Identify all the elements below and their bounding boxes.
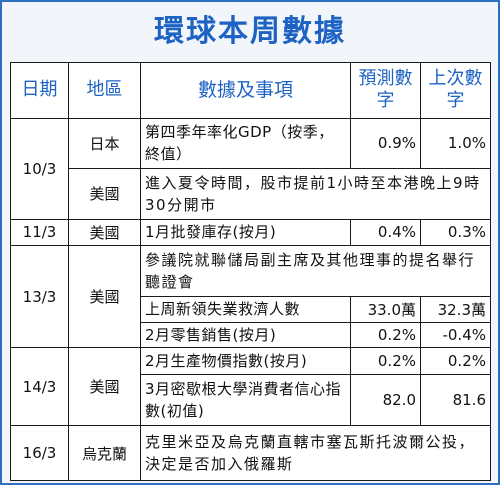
table-row: 3月密歇根大學消費者信心指數(初值) 82.0 81.6	[11, 374, 491, 427]
event-cell: 克里米亞及烏克蘭直轄市塞瓦斯托波爾公投，決定是否加入俄羅斯	[140, 425, 491, 481]
event-cell: 2月生產物價指數(按月)	[140, 347, 351, 376]
header-row: 日期 地區 數據及事項 預測數字 上次數字	[10, 62, 491, 119]
region-cell: 日本	[68, 117, 141, 169]
region-cell: 美國	[68, 244, 141, 349]
region-cell: 美國	[68, 219, 141, 246]
data-table: 日期 地區 數據及事項 預測數字 上次數字 10/3 日本 第四季年率化GDP（…	[10, 62, 491, 481]
header-previous: 上次數字	[420, 62, 491, 119]
page-title: 環球本周數據	[154, 14, 346, 49]
header-date: 日期	[10, 62, 69, 119]
event-cell: 2月零售銷售(按月)	[140, 321, 351, 349]
region-cell: 美國	[68, 167, 141, 221]
table-row: 16/3 烏克蘭 克里米亞及烏克蘭直轄市塞瓦斯托波爾公投，決定是否加入俄羅斯	[10, 425, 491, 481]
table-row: 10/3 日本 第四季年率化GDP（按季，終值） 0.9% 1.0%	[10, 117, 491, 221]
event-cell: 3月密歇根大學消費者信心指數(初值)	[140, 374, 351, 427]
date-cell: 13/3	[10, 244, 69, 349]
previous-cell: 1.0%	[420, 117, 491, 169]
forecast-cell: 0.2%	[350, 321, 421, 349]
event-cell: 第四季年率化GDP（按季，終值）	[140, 117, 351, 169]
previous-cell: 32.3萬	[420, 296, 491, 323]
event-cell: 進入夏令時間，股市提前1小時至本港晚上9時30分開市	[140, 167, 491, 221]
header-forecast: 預測數字	[350, 62, 421, 119]
date-cell: 14/3	[10, 347, 69, 427]
date-cell: 16/3	[10, 425, 69, 481]
previous-cell: 81.6	[420, 374, 491, 427]
previous-cell: 0.3%	[420, 219, 491, 246]
event-cell: 參議院就聯儲局副主席及其他理事的提名舉行聽證會	[140, 244, 491, 298]
event-cell: 1月批發庫存(按月)	[140, 219, 351, 246]
date-cell: 11/3	[10, 219, 69, 246]
table-row: 11/3 美國 1月批發庫存(按月) 0.4% 0.3%	[10, 219, 491, 246]
header-event: 數據及事項	[140, 62, 351, 119]
event-cell: 上周新領失業救濟人數	[140, 296, 351, 323]
forecast-cell: 0.2%	[350, 347, 421, 376]
region-cell: 美國	[68, 347, 141, 427]
region-cell: 烏克蘭	[68, 425, 141, 481]
table-row: 14/3 美國 2月生產物價指數(按月) 0.2% 0.2%	[10, 347, 491, 427]
table-row: 美國 進入夏令時間，股市提前1小時至本港晚上9時30分開市	[11, 167, 491, 221]
forecast-cell: 82.0	[350, 374, 421, 427]
table-row: 上周新領失業救濟人數 33.0萬 32.3萬	[11, 296, 491, 323]
table-row: 13/3 美國 參議院就聯儲局副主席及其他理事的提名舉行聽證會	[10, 244, 491, 349]
forecast-cell: 33.0萬	[350, 296, 421, 323]
forecast-cell: 0.4%	[350, 219, 421, 246]
header-region: 地區	[68, 62, 141, 119]
date-cell: 10/3	[10, 117, 69, 221]
previous-cell: 0.2%	[420, 347, 491, 376]
table-row: 2月零售銷售(按月) 0.2% -0.4%	[11, 321, 491, 349]
forecast-cell: 0.9%	[350, 117, 421, 169]
previous-cell: -0.4%	[420, 321, 491, 349]
